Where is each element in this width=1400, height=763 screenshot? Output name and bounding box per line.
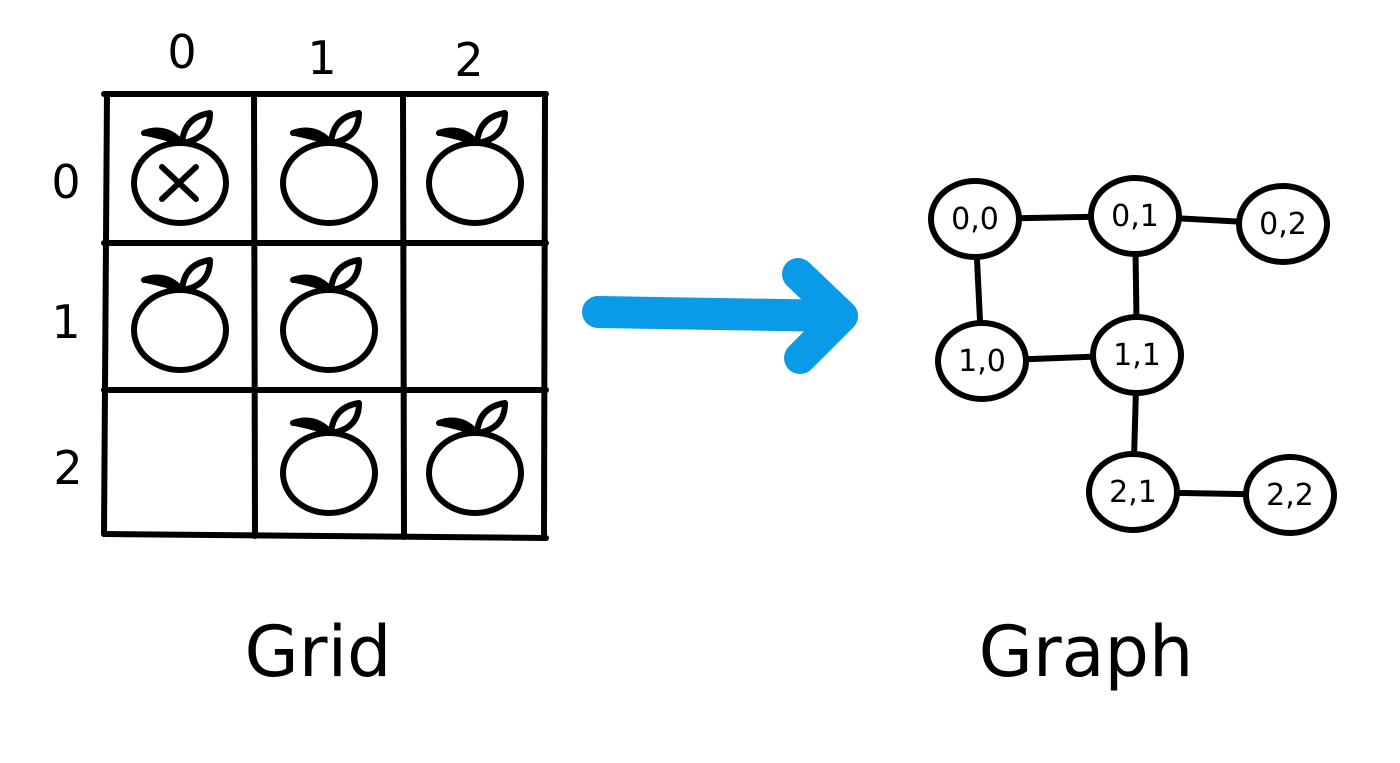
graph-node-label: 0,0 xyxy=(951,202,999,237)
orange-icon xyxy=(131,257,229,373)
graph-caption: Graph xyxy=(979,611,1194,693)
grid-cell-0-0 xyxy=(131,110,229,226)
arrow-icon xyxy=(582,258,858,374)
row-label-2: 2 xyxy=(53,441,82,495)
graph-node-label: 2,1 xyxy=(1109,475,1157,510)
graph-node-circle xyxy=(1088,175,1182,257)
row-label-1: 1 xyxy=(51,295,80,349)
grid-line-col1 xyxy=(251,91,258,539)
crossed-orange-icon xyxy=(131,110,229,226)
graph-node-02: 0,2 xyxy=(1236,183,1330,265)
grid-cell-2-2 xyxy=(426,400,524,516)
graph-node-label: 1,0 xyxy=(958,344,1006,379)
graph-node-11: 1,1 xyxy=(1090,314,1184,396)
grid-cell-0-1 xyxy=(280,110,378,226)
graph-node-circle xyxy=(1086,451,1180,533)
grid-line-bottom xyxy=(101,531,549,541)
grid-line-right xyxy=(541,91,548,541)
grid-cell-1-1 xyxy=(280,257,378,373)
grid-lines xyxy=(101,91,549,541)
column-label-1: 1 xyxy=(307,31,336,85)
column-label-0: 0 xyxy=(167,25,196,79)
orange-icon xyxy=(280,400,378,516)
graph-node-circle xyxy=(928,178,1022,260)
graph-nodes: 0,0 0,1 0,2 1,0 1,1 2,1 2,2 xyxy=(928,175,1337,536)
orange-icon xyxy=(280,257,378,373)
orange-icon xyxy=(280,110,378,226)
orange-icon xyxy=(426,400,524,516)
graph-node-label: 1,1 xyxy=(1113,338,1161,373)
grid-line-col2 xyxy=(400,91,407,540)
graph-node-10: 1,0 xyxy=(935,320,1029,402)
grid-line-left xyxy=(101,91,110,537)
graph-node-21: 2,1 xyxy=(1086,451,1180,533)
graph-node-circle xyxy=(1243,454,1337,536)
grid-cell-0-2 xyxy=(426,110,524,226)
graph-node-label: 0,1 xyxy=(1111,199,1159,234)
graph-node-circle xyxy=(1090,314,1184,396)
grid-cell-1-0 xyxy=(131,257,229,373)
graph-node-circle xyxy=(935,320,1029,402)
graph-node-22: 2,2 xyxy=(1243,454,1337,536)
graph-node-label: 0,2 xyxy=(1259,207,1307,242)
graph-node-00: 0,0 xyxy=(928,178,1022,260)
graph-node-label: 2,2 xyxy=(1266,478,1314,513)
graph-node-circle xyxy=(1236,183,1330,265)
grid-cell-2-1 xyxy=(280,400,378,516)
orange-icon xyxy=(426,110,524,226)
row-label-0: 0 xyxy=(51,155,80,209)
column-label-2: 2 xyxy=(454,33,483,87)
grid-cells xyxy=(131,110,524,516)
grid-caption: Grid xyxy=(245,611,392,693)
graph-node-01: 0,1 xyxy=(1088,175,1182,257)
